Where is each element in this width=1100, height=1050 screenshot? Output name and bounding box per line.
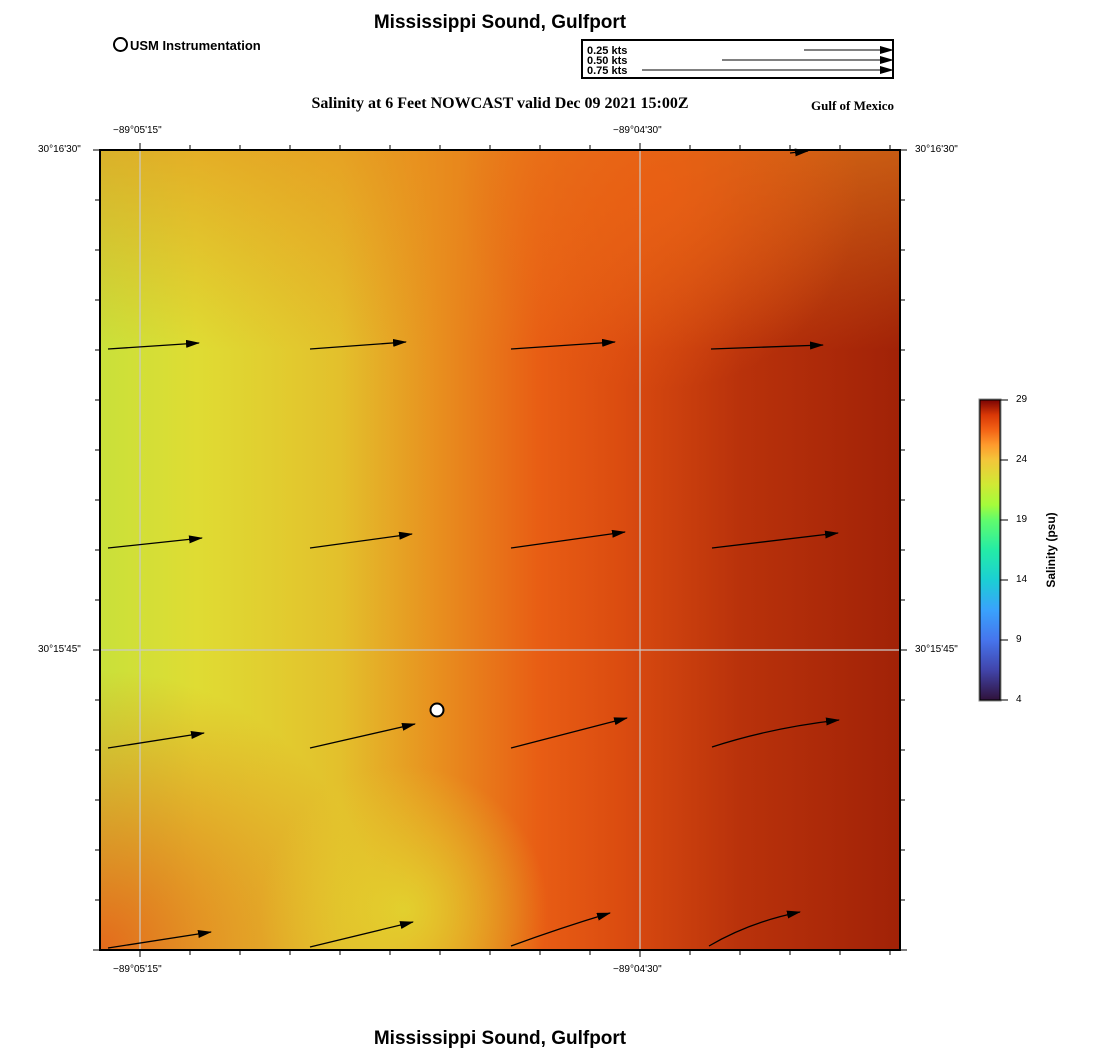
lon-tick-top-2: −89°04'30" [613, 125, 662, 136]
current-vector [510, 912, 611, 947]
graticule [100, 150, 900, 950]
station-circle-icon [113, 37, 128, 52]
current-vector [309, 921, 414, 948]
current-vector [789, 148, 809, 157]
current-vector [711, 530, 839, 549]
colorbar-tick-9: 9 [1016, 634, 1022, 645]
lat-tick-right-1: 30°16'30" [915, 144, 958, 155]
colorbar-ticks [1000, 399, 1008, 701]
current-vector [107, 339, 200, 350]
current-vectors [107, 148, 840, 949]
current-vector [510, 338, 616, 350]
lat-tick-left-1: 30°16'30" [38, 144, 81, 155]
usm-station-marker[interactable] [429, 702, 445, 718]
colorbar-label: Salinity (psu) [1044, 512, 1058, 588]
current-vector [510, 529, 626, 549]
region-label: Gulf of Mexico [811, 98, 895, 113]
lon-tick-bottom-1: −89°05'15" [113, 964, 162, 975]
colorbar [979, 399, 1001, 701]
current-vector [309, 338, 407, 350]
scale-arrows [642, 46, 894, 74]
current-vector [309, 722, 416, 749]
frame-ticks [93, 143, 907, 957]
lat-tick-left-2: 30°15'45" [38, 644, 81, 655]
lon-tick-bottom-2: −89°04'30" [613, 964, 662, 975]
map-subtitle: Salinity at 6 Feet NOWCAST valid Dec 09 … [311, 95, 689, 112]
instrument-legend: USM Instrumentation [113, 37, 261, 53]
current-vector [510, 717, 628, 749]
colorbar-tick-19: 19 [1016, 514, 1028, 525]
scale-label-050: 0.50 kts [587, 55, 628, 67]
current-vector [309, 531, 413, 549]
current-vector [107, 930, 212, 949]
lon-tick-top-1: −89°05'15" [113, 125, 162, 136]
footer-title: Mississippi Sound, Gulfport [373, 1028, 627, 1049]
instrument-legend-label: USM Instrumentation [130, 38, 261, 53]
current-vector [711, 717, 840, 748]
colorbar-tick-24: 24 [1016, 454, 1028, 465]
current-vector [107, 535, 203, 549]
current-vector [708, 910, 801, 947]
colorbar-tick-4: 4 [1016, 694, 1022, 705]
map-title: Mississippi Sound, Gulfport [373, 12, 627, 33]
scale-label-075: 0.75 kts [587, 65, 628, 77]
colorbar-tick-14: 14 [1016, 574, 1028, 585]
scale-label-025: 0.25 kts [587, 45, 628, 57]
lat-tick-right-2: 30°15'45" [915, 644, 958, 655]
current-vector [107, 731, 205, 749]
salinity-field [100, 150, 900, 950]
colorbar-tick-29: 29 [1016, 394, 1028, 405]
current-vector [710, 341, 824, 350]
